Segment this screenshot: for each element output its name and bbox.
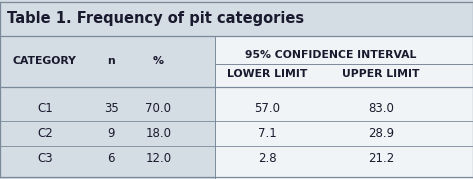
Text: LOWER LIMIT: LOWER LIMIT [227, 69, 307, 79]
Text: 83.0: 83.0 [368, 102, 394, 115]
Text: 12.0: 12.0 [145, 152, 172, 165]
Text: 57.0: 57.0 [254, 102, 280, 115]
Text: 28.9: 28.9 [368, 127, 394, 140]
Text: %: % [153, 56, 164, 66]
Text: Table 1. Frequency of pit categories: Table 1. Frequency of pit categories [7, 11, 304, 26]
Text: 6: 6 [107, 152, 115, 165]
Text: 35: 35 [104, 102, 119, 115]
Text: 21.2: 21.2 [368, 152, 394, 165]
Text: C1: C1 [37, 102, 53, 115]
Text: C2: C2 [37, 127, 53, 140]
Text: 9: 9 [107, 127, 115, 140]
Text: 2.8: 2.8 [258, 152, 277, 165]
Text: C3: C3 [37, 152, 53, 165]
Text: n: n [107, 56, 115, 66]
Text: UPPER LIMIT: UPPER LIMIT [342, 69, 420, 79]
Text: 7.1: 7.1 [258, 127, 277, 140]
Text: CATEGORY: CATEGORY [13, 56, 77, 66]
Text: 70.0: 70.0 [146, 102, 171, 115]
Text: 18.0: 18.0 [146, 127, 171, 140]
Bar [215, 36, 473, 179]
Text: 95% CONFIDENCE INTERVAL: 95% CONFIDENCE INTERVAL [245, 50, 417, 60]
